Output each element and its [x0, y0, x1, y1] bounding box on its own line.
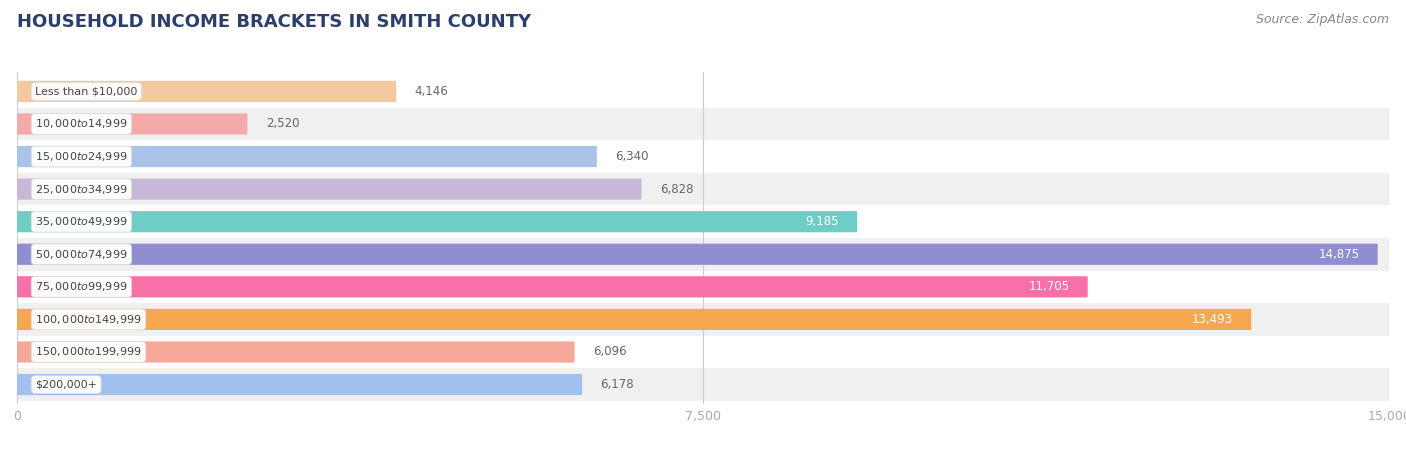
FancyBboxPatch shape — [17, 140, 1389, 173]
FancyBboxPatch shape — [17, 271, 1389, 303]
FancyBboxPatch shape — [17, 108, 1389, 140]
Text: $100,000 to $149,999: $100,000 to $149,999 — [35, 313, 142, 326]
FancyBboxPatch shape — [17, 81, 396, 102]
Text: $35,000 to $49,999: $35,000 to $49,999 — [35, 215, 128, 228]
FancyBboxPatch shape — [17, 374, 582, 395]
FancyBboxPatch shape — [17, 205, 1389, 238]
Text: 2,520: 2,520 — [266, 118, 299, 131]
Text: $150,000 to $199,999: $150,000 to $199,999 — [35, 345, 142, 358]
Text: 6,096: 6,096 — [593, 345, 627, 358]
Text: $200,000+: $200,000+ — [35, 379, 97, 390]
Text: $25,000 to $34,999: $25,000 to $34,999 — [35, 183, 128, 196]
FancyBboxPatch shape — [17, 368, 1389, 401]
Text: $15,000 to $24,999: $15,000 to $24,999 — [35, 150, 128, 163]
Text: 14,875: 14,875 — [1319, 248, 1360, 261]
Text: $75,000 to $99,999: $75,000 to $99,999 — [35, 280, 128, 293]
Text: 11,705: 11,705 — [1028, 280, 1070, 293]
FancyBboxPatch shape — [17, 244, 1378, 265]
Text: 6,178: 6,178 — [600, 378, 634, 391]
Text: $50,000 to $74,999: $50,000 to $74,999 — [35, 248, 128, 261]
FancyBboxPatch shape — [17, 238, 1389, 271]
FancyBboxPatch shape — [17, 75, 1389, 108]
FancyBboxPatch shape — [17, 173, 1389, 205]
Text: 6,340: 6,340 — [616, 150, 648, 163]
FancyBboxPatch shape — [17, 179, 641, 200]
Text: $10,000 to $14,999: $10,000 to $14,999 — [35, 118, 128, 131]
FancyBboxPatch shape — [17, 341, 575, 363]
Text: 6,828: 6,828 — [659, 183, 693, 196]
Text: HOUSEHOLD INCOME BRACKETS IN SMITH COUNTY: HOUSEHOLD INCOME BRACKETS IN SMITH COUNT… — [17, 13, 531, 31]
FancyBboxPatch shape — [17, 146, 598, 167]
FancyBboxPatch shape — [17, 309, 1251, 330]
FancyBboxPatch shape — [17, 303, 1389, 336]
FancyBboxPatch shape — [17, 336, 1389, 368]
Text: 13,493: 13,493 — [1192, 313, 1233, 326]
Text: Less than $10,000: Less than $10,000 — [35, 86, 138, 97]
FancyBboxPatch shape — [17, 114, 247, 135]
FancyBboxPatch shape — [17, 276, 1088, 297]
Text: Source: ZipAtlas.com: Source: ZipAtlas.com — [1256, 13, 1389, 26]
Text: 9,185: 9,185 — [806, 215, 839, 228]
FancyBboxPatch shape — [17, 211, 858, 232]
Text: 4,146: 4,146 — [415, 85, 449, 98]
